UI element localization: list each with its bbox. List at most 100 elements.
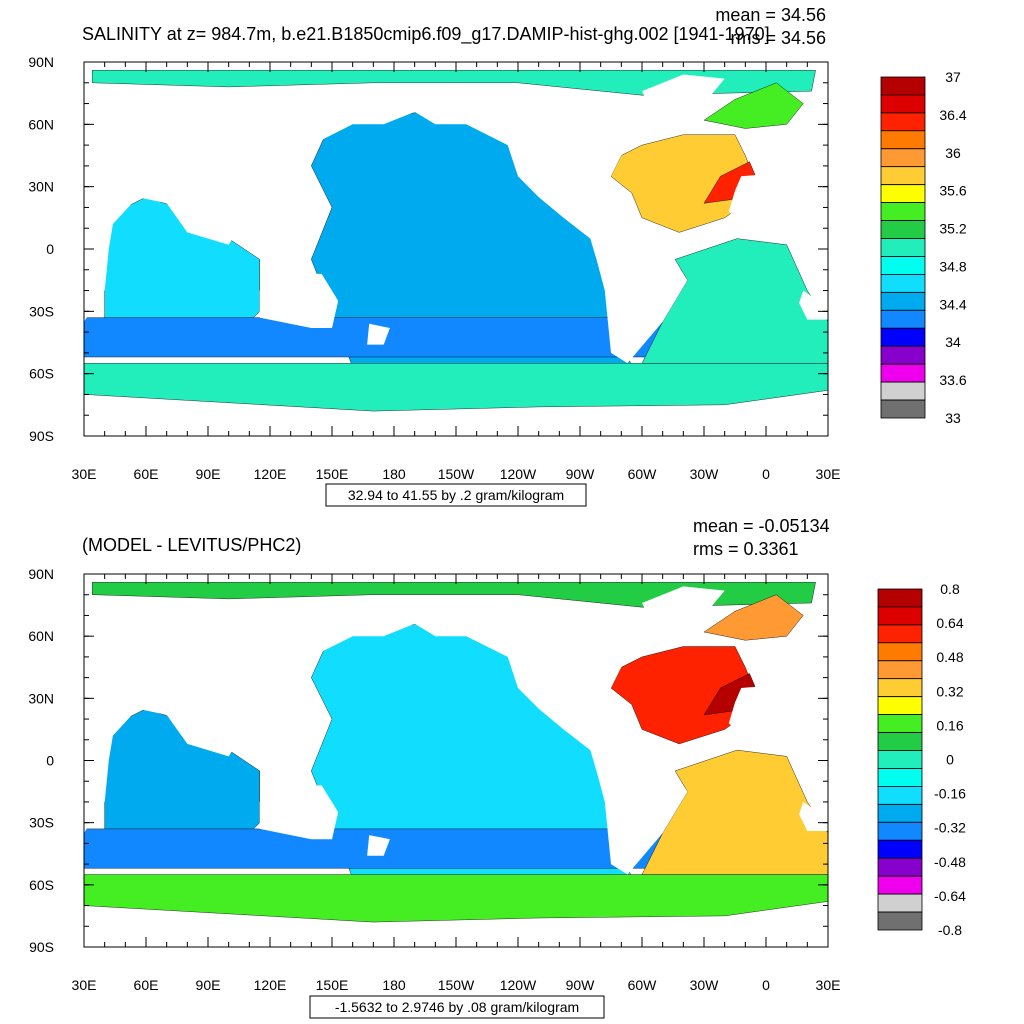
colorbar-label: -0.8 [938, 922, 962, 938]
colorbar-swatch [877, 606, 923, 626]
colorbar-swatch [877, 786, 923, 805]
land-mask [642, 74, 725, 121]
colorbar-swatch [880, 220, 926, 239]
colorbar-swatch [880, 238, 926, 257]
colorbar-swatch [877, 768, 923, 787]
colorbar-label: 34.8 [939, 258, 966, 274]
land-mask [414, 615, 688, 875]
colorbar-label: 0.32 [936, 683, 963, 699]
info-box [325, 483, 587, 507]
y-tick-label: 90S [29, 939, 54, 955]
colorbar-swatch [877, 750, 923, 769]
colorbar-label: 35.6 [939, 183, 966, 199]
colorbar-label: -0.48 [934, 854, 966, 870]
y-tick-label: 30S [29, 815, 54, 831]
rms-label: rms = 0.3361 [693, 539, 799, 559]
land-mask [799, 801, 828, 831]
y-tick-label: 30S [29, 303, 54, 319]
x-tick-label: 60E [134, 466, 159, 482]
colorbar-label: 34 [945, 334, 961, 350]
colorbar-swatch [877, 875, 923, 895]
colorbar-label: 33.6 [939, 372, 966, 388]
colorbar-swatch [880, 399, 926, 419]
colorbar-label: 0.64 [936, 615, 963, 631]
colorbar-swatch [880, 76, 926, 96]
colorbar-swatch [880, 363, 926, 383]
colorbar-swatch [880, 112, 926, 132]
colorbar-swatch [880, 309, 926, 329]
y-tick-label: 90N [28, 54, 54, 70]
colorbar-label: -0.32 [934, 820, 966, 836]
x-tick-label: 60W [628, 466, 658, 482]
colorbar-swatch [880, 273, 926, 293]
x-tick-label: 120E [254, 977, 287, 993]
map-area [83, 61, 829, 437]
colorbar-label: 36.4 [939, 107, 966, 123]
y-tick-label: 60S [29, 877, 54, 893]
colorbar-swatch [877, 714, 923, 733]
x-tick-label: 150E [316, 466, 349, 482]
x-tick-label: 30E [72, 466, 97, 482]
info-box-text: 32.94 to 41.55 by .2 gram/kilogram [348, 487, 564, 503]
colorbar-swatch [880, 166, 926, 185]
colorbar-swatch [877, 893, 923, 913]
colorbar-swatch [880, 184, 926, 203]
x-tick-label: 30E [72, 977, 97, 993]
land-mask [367, 323, 390, 345]
colorbar: 0.8 0.64 0.48 0.32 0.16 0 -0.16 -0.32 -0.48 -0.64… [877, 581, 966, 938]
colorbar-swatch [877, 732, 923, 751]
rms-label: rms = 34.56 [730, 28, 826, 48]
x-tick-label: 120W [500, 466, 537, 482]
x-tick-label: 90W [566, 466, 596, 482]
colorbar-swatch [877, 821, 923, 841]
colorbar-swatch [877, 696, 923, 716]
colorbar-swatch [880, 148, 926, 168]
y-tick-label: 90S [29, 428, 54, 444]
y-tick-label: 60N [28, 628, 54, 644]
colorbar-label: 36 [945, 145, 961, 161]
x-tick-label: 150E [316, 977, 349, 993]
x-tick-label: 180 [382, 466, 406, 482]
x-tick-label: 150W [438, 466, 475, 482]
colorbar-label: 0.16 [936, 717, 963, 733]
colorbar-swatch [877, 857, 923, 877]
colorbar-label: 35.2 [939, 221, 966, 237]
x-tick-label: 90E [196, 466, 221, 482]
region-nordic [703, 82, 804, 129]
x-tick-label: 30W [690, 466, 720, 482]
land-mask [259, 273, 339, 328]
colorbar-label: 37 [945, 69, 961, 85]
y-tick-label: 0 [46, 753, 54, 769]
panel-title: (MODEL - LEVITUS/PHC2) [82, 535, 301, 555]
x-tick-label: 120W [500, 977, 537, 993]
colorbar-label: 0.8 [940, 581, 960, 597]
y-tick-label: 0 [46, 241, 54, 257]
x-tick-label: 90W [566, 977, 596, 993]
y-tick-label: 30N [28, 179, 54, 195]
y-tick-label: 30N [28, 690, 54, 706]
land-mask [728, 170, 828, 239]
colorbar-label: 0.48 [936, 649, 963, 665]
colorbar-swatch [880, 130, 926, 150]
panel-title: SALINITY at z= 984.7m, b.e21.B1850cmip6.… [82, 24, 770, 45]
colorbar-label: -0.16 [934, 786, 966, 802]
colorbar-label: 34.4 [939, 296, 966, 312]
difference-panel: (MODEL - LEVITUS/PHC2) mean = -0.05134 r… [28, 516, 966, 1019]
colorbar-swatch [880, 327, 926, 347]
region-arctic [92, 582, 816, 608]
colorbar-swatch [880, 381, 926, 401]
x-tick-label: 30W [690, 977, 720, 993]
colorbar: 37 36.4 36 35.6 35.2 34.8 34.4 34 33.6 33 [880, 69, 967, 426]
x-tick-label: 150W [438, 977, 475, 993]
mean-label: mean = -0.05134 [693, 516, 830, 536]
y-tick-label: 90N [28, 566, 54, 582]
y-tick-label: 60S [29, 366, 54, 382]
land-mask [414, 103, 688, 364]
axis-ticks: 30E 60E 90E 120E 150E 180 150W 120W 90W 60W 30W 0 30… [28, 566, 840, 993]
mean-label: mean = 34.56 [715, 5, 826, 25]
axis-ticks: 30E 60E 90E 120E 150E 180 150W 120W 90W 60W 30W 0 30… [28, 54, 840, 482]
colorbar-label: 0 [946, 752, 954, 768]
colorbar-swatch [880, 202, 926, 221]
salinity-panel: SALINITY at z= 984.7m, b.e21.B1850cmip6.… [28, 5, 967, 507]
